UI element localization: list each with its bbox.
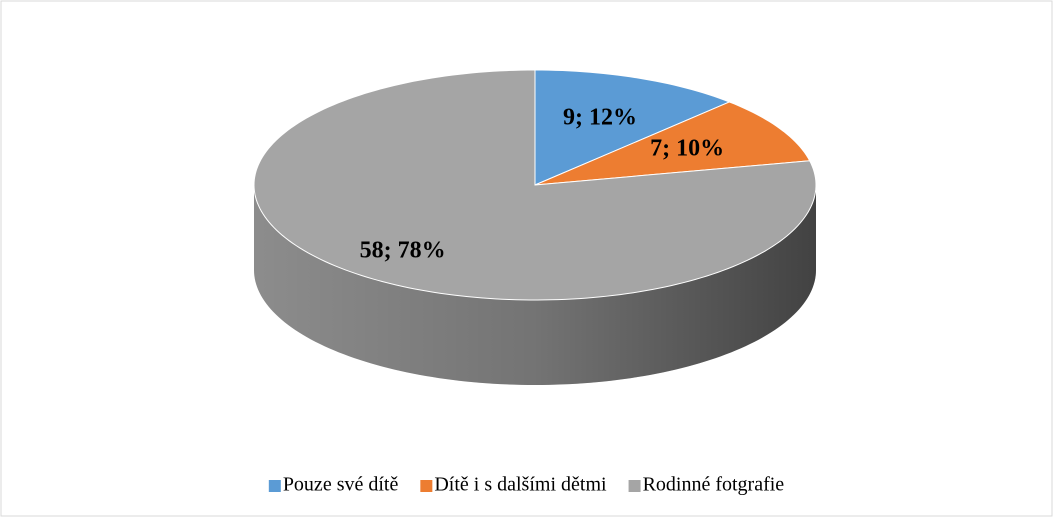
legend-swatch <box>268 480 281 492</box>
pie-side-shade <box>254 185 816 385</box>
data-label: 58; 78% <box>360 238 446 264</box>
legend-label: Rodinné fotgrafie <box>643 474 785 496</box>
legend-swatch <box>628 480 641 492</box>
pie-slice <box>534 69 731 186</box>
pie-slice <box>534 101 811 186</box>
legend: Pouze své dítě Dítě i s dalšími dětmi Rodi… <box>268 474 785 496</box>
legend-swatch <box>420 480 433 492</box>
legend-label: Pouze své dítě <box>283 474 399 496</box>
legend-label: Dítě i s dalšími dětmi <box>434 474 607 496</box>
data-label: 9; 12% <box>563 104 637 130</box>
pie-slice <box>253 69 817 301</box>
data-label: 7; 10% <box>650 136 724 162</box>
